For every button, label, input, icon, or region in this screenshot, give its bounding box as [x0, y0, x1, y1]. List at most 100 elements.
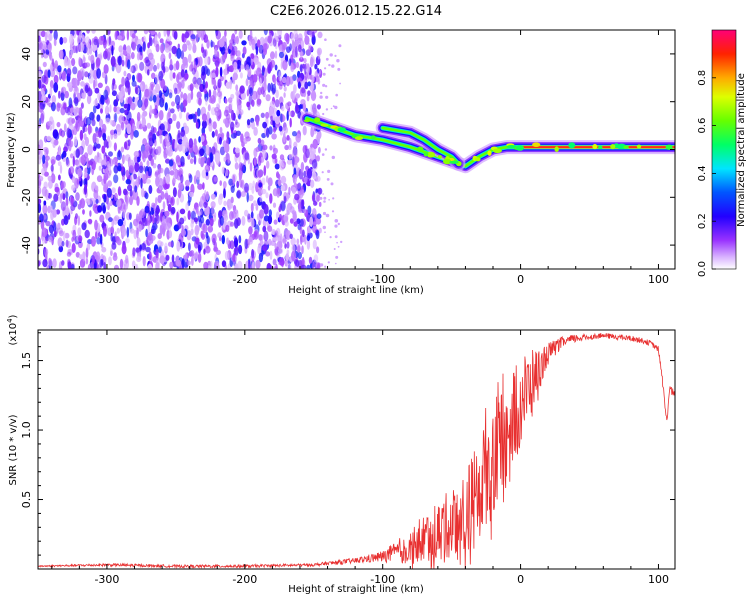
- spectrogram-noise-cell: [48, 180, 53, 189]
- spectrogram-noise-cell: [191, 67, 196, 75]
- spectrogram-noise-cell: [272, 236, 277, 243]
- snr-panel: -300 -200 -100 0 100 0.5 1.0 1.5 Height of str…: [6, 314, 676, 595]
- spectrogram-noise-cell: [322, 193, 324, 195]
- spectrogram-noise-cell: [206, 68, 211, 76]
- spectrogram-noise-cell: [277, 247, 284, 255]
- spectrogram-noise-cell: [61, 70, 67, 82]
- spectrogram-noise-cell: [295, 93, 301, 99]
- spectrogram-noise-cell: [55, 154, 62, 161]
- spectrogram-noise-cell: [254, 231, 257, 238]
- spectrogram-noise-cell: [80, 102, 84, 109]
- spectrogram-noise-cell: [87, 123, 92, 135]
- spectrogram-noise-cell: [219, 136, 222, 145]
- spectrogram-noise-cell: [310, 179, 315, 188]
- spectrogram-noise-cell: [153, 64, 157, 72]
- spectrogram-noise-cell: [316, 130, 322, 140]
- spectrogram-noise-cell: [93, 189, 99, 200]
- spectrogram-noise-cell: [311, 93, 317, 99]
- spectrogram-noise-cell: [127, 139, 131, 147]
- spectrogram-noise-cell: [103, 89, 109, 101]
- spectrogram-noise-cell: [203, 88, 208, 95]
- spectrogram-noise-cell: [291, 156, 295, 168]
- spectrogram-noise-cell: [172, 187, 177, 198]
- spectrogram-noise-cell: [148, 251, 152, 261]
- spectrogram-noise-cell: [61, 131, 65, 138]
- spectrogram-noise-cell: [201, 113, 208, 122]
- colorbar-gradient: [711, 29, 737, 270]
- spectrogram-noise-cell: [177, 188, 182, 199]
- spectrogram-noise-cell: [310, 151, 315, 161]
- spectrogram-noise-cell: [57, 222, 61, 230]
- spectrogram-noise-cell: [322, 112, 325, 116]
- spectrogram-noise-cell: [274, 50, 278, 59]
- spectrogram-noise-cell: [131, 33, 136, 39]
- x-tick-label: -200: [232, 573, 257, 586]
- spectrogram-noise-cell: [163, 84, 167, 91]
- spectrogram-noise-cell: [70, 204, 76, 211]
- spectrogram-noise-cell: [334, 224, 338, 228]
- spectrogram-noise-cell: [125, 238, 130, 244]
- spectrogram-noise-cell: [149, 105, 153, 115]
- spectrogram-noise-cell: [287, 101, 292, 107]
- spectrogram-noise-cell: [132, 74, 135, 82]
- spectrogram-noise-cell: [199, 148, 205, 157]
- spectrogram-noise-cell: [103, 138, 108, 148]
- spectrogram-noise-cell: [162, 215, 166, 225]
- spectrogram-noise-cell: [81, 92, 84, 99]
- spectrogram-noise-cell: [272, 127, 277, 133]
- spectrogram-noise-cell: [175, 259, 182, 267]
- spectrogram-noise-cell: [253, 157, 257, 166]
- spectrogram-noise-cell: [234, 30, 237, 35]
- spectrogram-noise-cell: [283, 126, 289, 134]
- spectrogram-noise-cell: [252, 90, 258, 100]
- spectrogram-noise-cell: [205, 191, 209, 202]
- spectrogram-noise-cell: [301, 189, 305, 196]
- spectrogram-noise-cell: [300, 199, 304, 210]
- spectrogram-noise-cell: [177, 81, 182, 90]
- spectrogram-noise-cell: [258, 234, 263, 241]
- spectrogram-noise-cell: [121, 59, 125, 67]
- spectrogram-noise-cell: [121, 227, 127, 237]
- spectrogram-noise-cell: [172, 72, 176, 79]
- spectrogram-noise-cell: [224, 30, 227, 38]
- spectrogram-noise-cell: [71, 184, 76, 191]
- spectrogram-noise-cell: [163, 30, 167, 37]
- spectrogram-noise-cell: [54, 131, 60, 140]
- spectrogram-signal-clump: [492, 148, 502, 154]
- spectrogram-noise-cell: [182, 106, 186, 113]
- spectrogram-noise-cell: [186, 40, 191, 46]
- spectrogram-noise-cell: [155, 197, 158, 207]
- spectrogram-noise-cell: [322, 72, 326, 76]
- spectrogram-noise-cell: [210, 95, 216, 104]
- spectrogram-noise-cell: [113, 142, 117, 152]
- spectrogram-noise-cell: [290, 91, 294, 100]
- spectrogram-noise-cell: [275, 248, 279, 256]
- colorbar-tick-label: 0.8: [697, 70, 708, 86]
- spectrogram-noise-cell: [128, 165, 134, 174]
- spectrogram-noise-cell: [232, 253, 236, 263]
- spectrogram-noise-cell: [89, 45, 93, 55]
- spectrogram-noise-cell: [226, 131, 230, 140]
- spectrogram-noise-cell: [238, 235, 242, 244]
- spectrogram-noise-cell: [196, 225, 201, 232]
- spectrogram-noise-cell: [236, 59, 240, 70]
- spectrogram-noise-cell: [40, 40, 47, 51]
- spectrogram-signal-clump: [568, 142, 576, 149]
- spectrogram-noise-cell: [325, 108, 329, 111]
- spectrogram-noise-cell: [316, 194, 320, 202]
- spectrogram-noise-cell: [286, 159, 292, 165]
- spectrogram-noise-cell: [332, 197, 335, 200]
- spectrogram-noise-cell: [241, 179, 245, 189]
- spectrogram-noise-cell: [46, 135, 52, 142]
- spectrogram-noise-cell: [230, 196, 234, 204]
- spectrogram-noise-cell: [336, 241, 338, 244]
- spectrogram-noise-cell: [211, 131, 215, 138]
- spectrogram-noise-cell: [65, 191, 69, 199]
- spectrogram-noise-cell: [199, 199, 204, 209]
- spectrogram-noise-cell: [272, 37, 277, 47]
- spectrogram-noise-cell: [114, 264, 119, 269]
- spectrogram-noise-cell: [110, 250, 113, 256]
- spectrogram-noise-cell: [145, 170, 149, 180]
- spectrogram-noise-cell: [208, 123, 213, 132]
- y-tick-label: 20: [20, 95, 33, 109]
